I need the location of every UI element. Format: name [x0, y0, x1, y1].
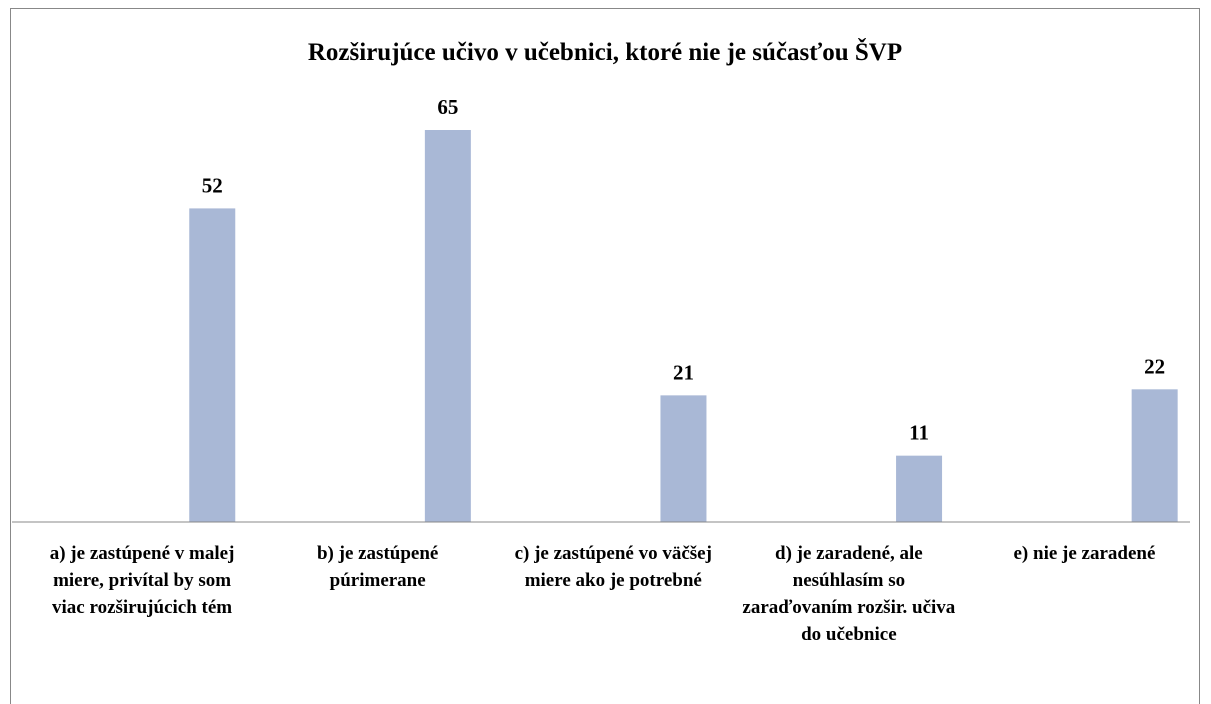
- x-tick-label: a) je zastúpené v malej miere, privítal …: [49, 543, 235, 618]
- x-tick-label: d) je zaradené, ale nesúhlasím so zaraďo…: [742, 543, 956, 645]
- bar: [896, 455, 943, 522]
- value-label: 21: [673, 360, 694, 384]
- bar: [660, 395, 707, 522]
- value-label: 65: [437, 95, 458, 119]
- bar: [1131, 389, 1178, 522]
- value-label: 11: [909, 421, 929, 445]
- chart-frame: [10, 8, 1200, 704]
- chart-title: Rozširujúce učivo v učebnici, ktoré nie …: [308, 38, 902, 66]
- value-label: 22: [1144, 354, 1165, 378]
- x-tick-label: e) nie je zaradené: [1013, 543, 1156, 564]
- x-tick-label: b) je zastúpené púrimerane: [316, 543, 439, 591]
- bar: [189, 208, 236, 522]
- bar: [424, 130, 471, 522]
- x-tick-label: c) je zastúpené vo väčšej miere ako je p…: [514, 543, 712, 591]
- value-label: 52: [202, 173, 223, 197]
